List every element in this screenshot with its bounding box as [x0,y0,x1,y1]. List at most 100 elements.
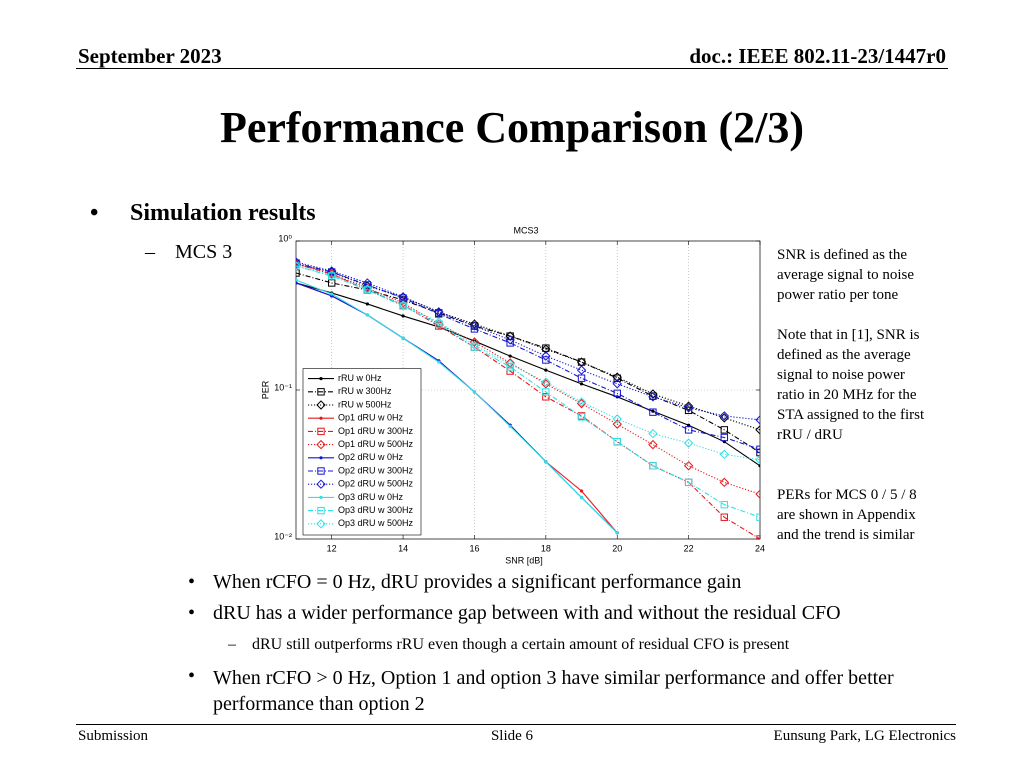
marker [756,513,760,521]
sub-bullet-mark: – [145,241,155,263]
marker [541,344,551,354]
marker [508,424,512,428]
marker [577,374,586,382]
marker [316,479,326,489]
marker [362,284,373,294]
marker [365,302,369,306]
marker [615,531,619,535]
legend-label: Op1 dRU w 0Hz [338,413,404,423]
x-axis-label: SNR [dB] [505,555,543,565]
marker [469,337,480,347]
marker [435,320,443,328]
marker [755,489,760,499]
marker [719,411,730,421]
marker [541,377,551,387]
marker [330,292,334,296]
marker [684,406,693,415]
legend-label: Op2 dRU w 500Hz [338,479,414,489]
marker [612,379,622,389]
x-tick-label: 20 [612,543,622,553]
finding-sub: dRU still outperforms rRU even though a … [252,636,790,653]
marker [720,433,729,442]
marker [576,398,587,409]
footer-right: Eunsung Park, LG Electronics [773,728,956,744]
y-tick-label: 10⁻¹ [274,382,292,392]
sub-bullet: MCS 3 [175,241,233,263]
x-tick-label: 16 [469,543,479,553]
note-line: signal to noise power [777,367,905,383]
marker [720,513,729,521]
series-line [296,265,760,461]
header-date: September 2023 [78,44,222,68]
footer-left: Submission [78,728,149,744]
marker [612,414,622,424]
slide-title: Performance Comparison (2/3) [219,103,805,152]
marker [437,360,441,364]
marker [756,445,760,453]
marker [365,313,369,317]
marker [683,461,694,471]
marker [469,340,480,350]
marker [579,382,584,386]
legend-label: rRU w 300Hz [338,386,392,396]
note-line: ratio in 20 MHz for the [777,387,917,403]
marker [472,390,477,394]
marker [296,278,298,282]
marker [319,495,323,499]
note-line: average signal to noise [777,267,915,283]
marker [649,408,657,416]
marker [296,257,301,267]
legend-label: Op1 dRU w 300Hz [338,426,414,436]
marker [541,351,551,361]
marker [542,356,550,364]
header-rule [76,68,948,69]
finding: When rCFO = 0 Hz, dRU provides a signifi… [213,571,742,593]
marker [508,354,512,358]
marker [469,319,480,329]
legend-label: rRU w 500Hz [338,399,392,409]
y-tick-label: 10⁰ [278,233,292,243]
marker [319,377,323,381]
series-line [296,263,760,495]
legend-label: rRU w 0Hz [338,373,382,383]
marker [401,314,405,318]
marker [434,317,444,327]
marker [505,335,515,345]
header-doc: doc.: IEEE 802.11-23/1447r0 [689,44,946,68]
bullet: Simulation results [130,200,316,226]
sub-bullet-mark: – [228,636,236,653]
marker [648,428,658,439]
marker [755,425,760,435]
x-tick-label: 12 [327,543,337,553]
note-line: power ratio per tone [777,287,899,303]
marker [470,343,479,351]
marker [319,456,323,460]
legend-label: Op3 dRU w 500Hz [338,518,414,528]
note-line: Note that in [1], SNR is [777,327,920,343]
marker [319,416,323,420]
y-axis-label: PER [260,380,270,399]
marker [648,439,658,450]
y-tick-label: 10⁻² [274,531,292,541]
marker [756,535,760,539]
footer-rule [76,724,956,725]
marker [317,427,325,436]
marker [612,419,622,429]
bullet-mark: • [188,602,196,624]
series-line [296,262,760,450]
marker [316,439,326,450]
marker [577,413,586,421]
marker [720,500,729,509]
x-tick-label: 24 [755,543,765,553]
note-line: SNR is defined as the [777,247,907,263]
marker [401,336,405,340]
chart-title: MCS3 [513,225,538,235]
marker [541,379,551,389]
marker [649,462,657,470]
marker [719,449,730,460]
marker [683,401,694,411]
note-line: PERs for MCS 0 / 5 / 8 [777,487,917,503]
marker [296,261,301,271]
footer-center: Slide 6 [490,728,534,744]
marker [613,437,621,446]
